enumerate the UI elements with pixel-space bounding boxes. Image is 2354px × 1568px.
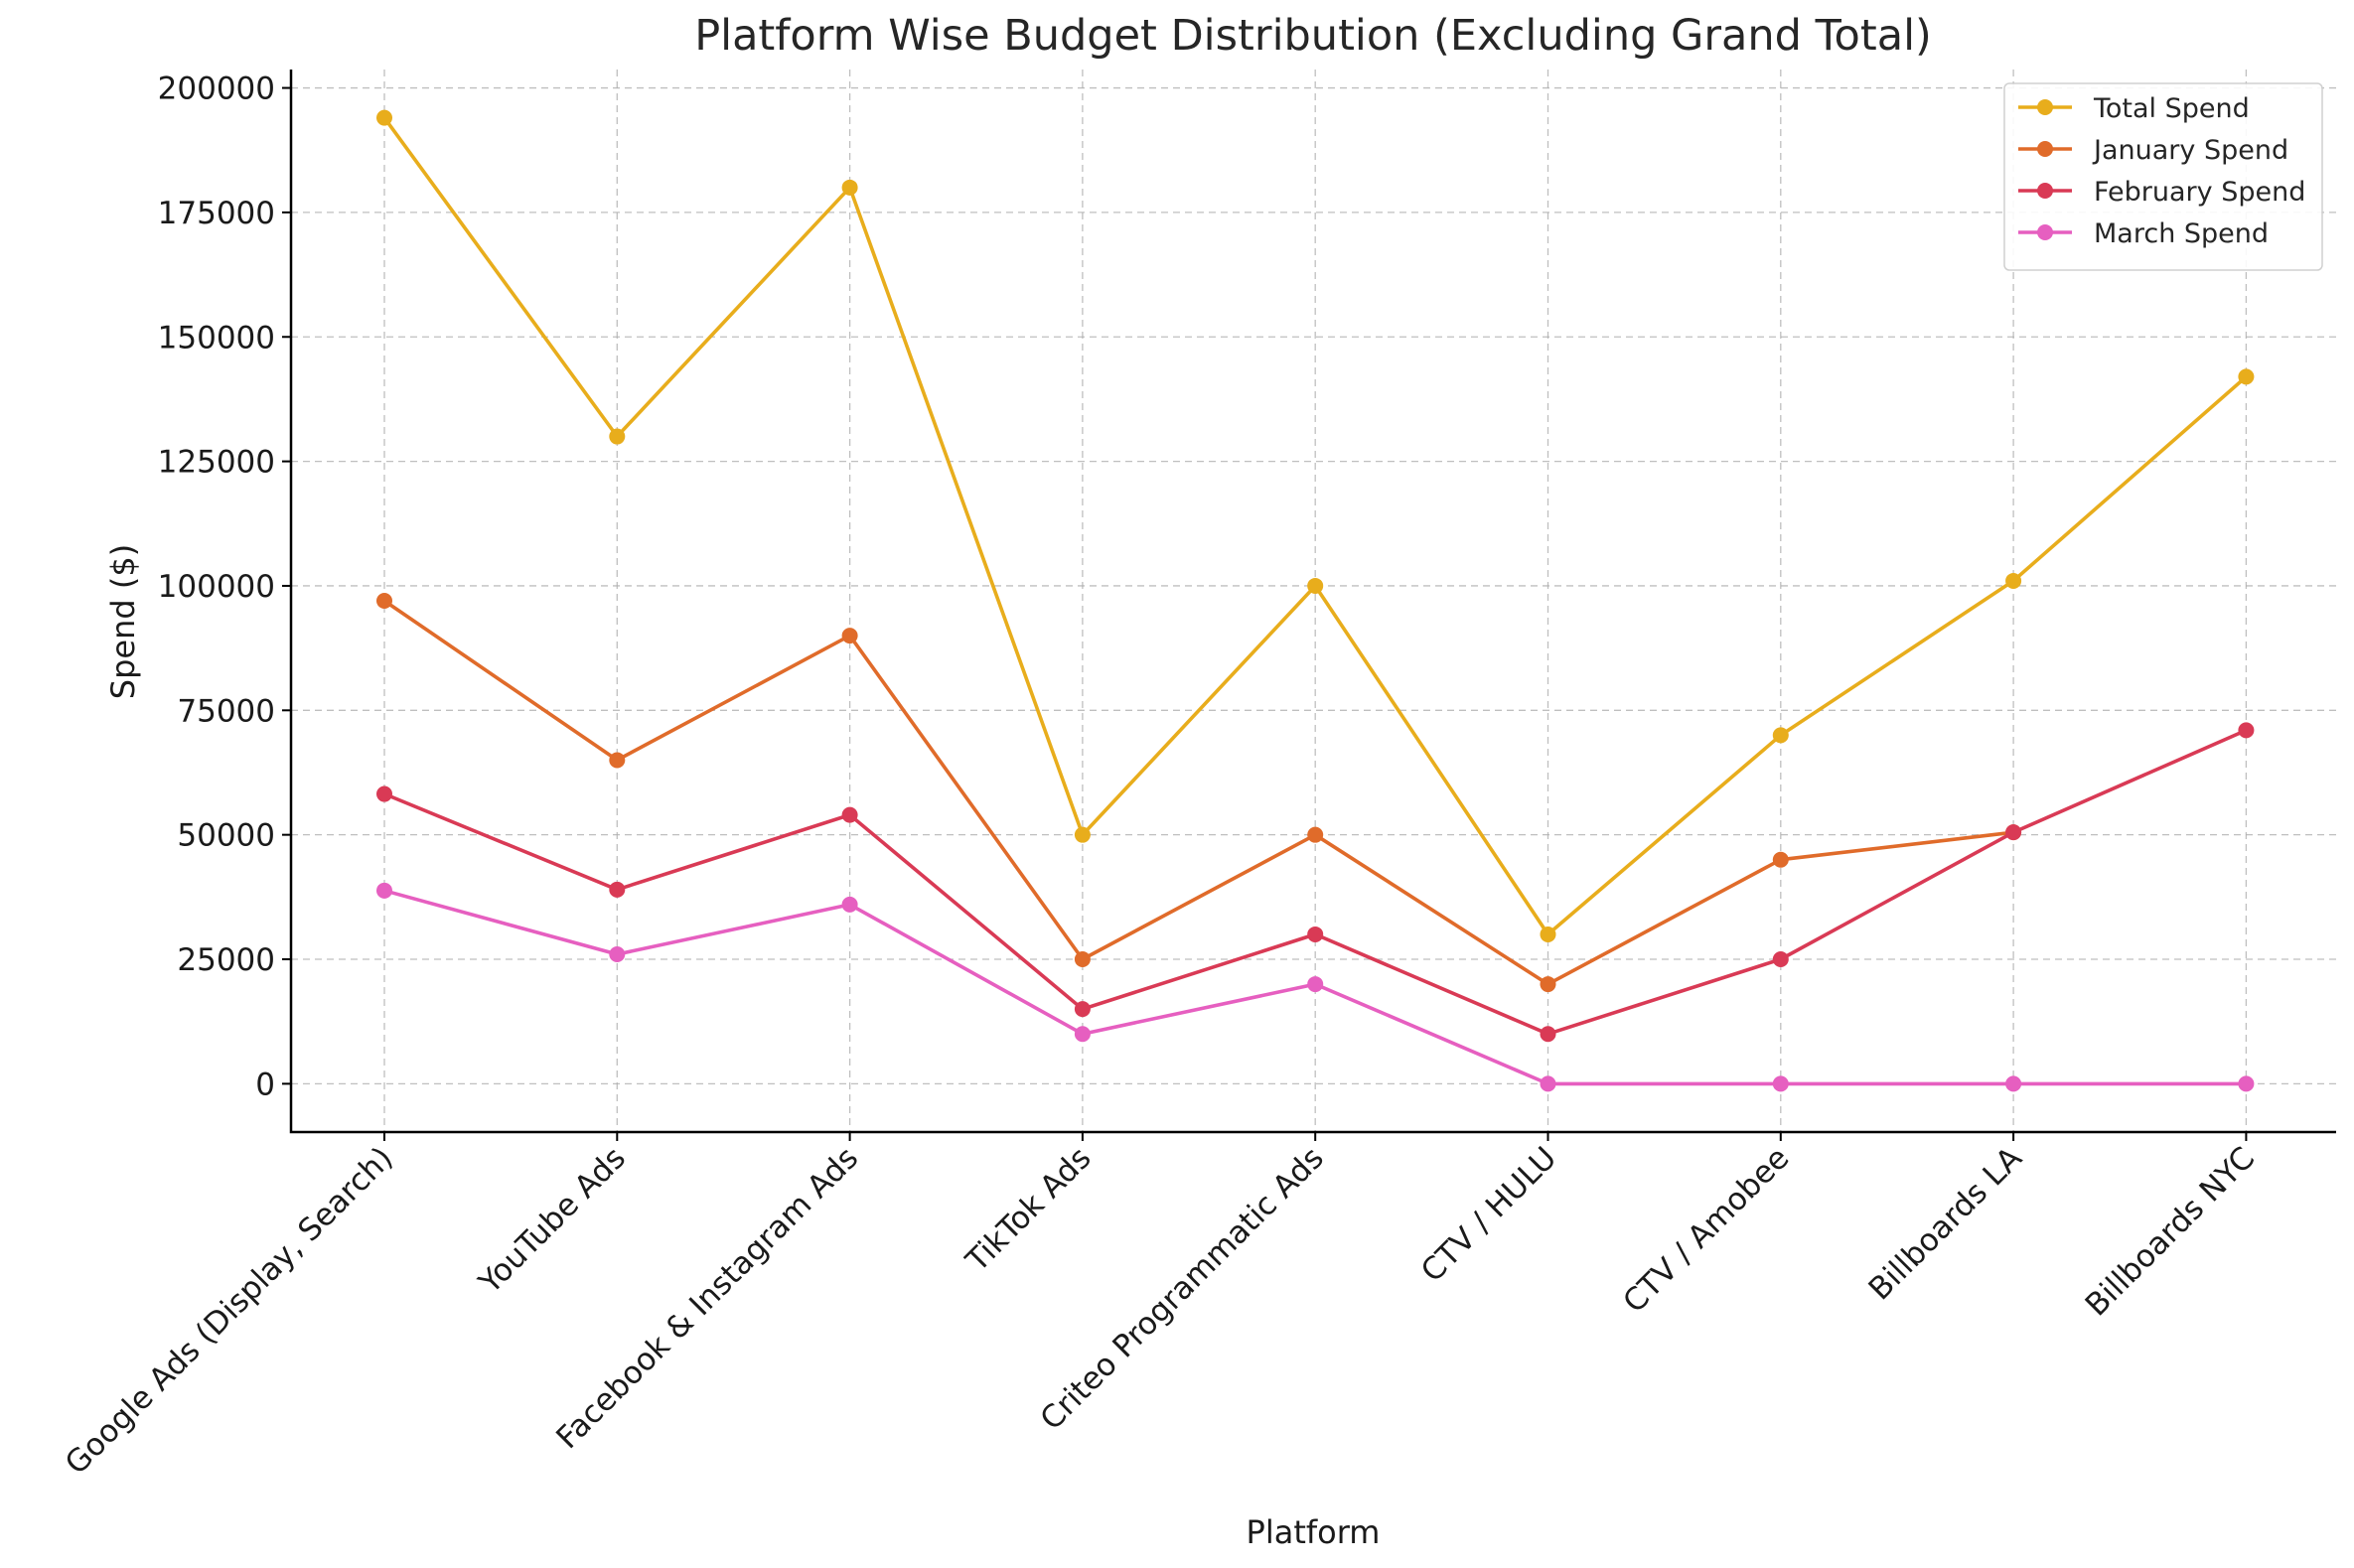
legend-frame <box>2003 82 2323 271</box>
legend-entry: February Spend <box>2094 177 2305 208</box>
data-point <box>1074 1001 1091 1018</box>
data-point <box>1540 1075 1556 1092</box>
y-tick-label: 100000 <box>158 569 275 605</box>
series <box>376 593 2022 993</box>
data-point <box>841 806 858 823</box>
data-point <box>376 593 392 609</box>
series <box>376 722 2255 1043</box>
data-point <box>2005 1075 2022 1092</box>
data-point <box>2238 368 2255 385</box>
series-group <box>376 109 2255 1092</box>
data-point <box>376 785 392 802</box>
data-point <box>609 945 626 962</box>
data-point <box>1074 1026 1091 1043</box>
y-tick-label: 200000 <box>158 71 275 107</box>
data-point <box>841 896 858 913</box>
legend-entry: Total Spend <box>2093 93 2250 124</box>
data-point <box>1772 951 1789 968</box>
series <box>376 109 2255 942</box>
data-point <box>1772 851 1789 868</box>
data-point <box>1074 826 1091 843</box>
series-line <box>382 599 2014 986</box>
legend-entry: January Spend <box>2092 135 2288 166</box>
x-tick-label: Google Ads (Display, Search) <box>59 1140 400 1482</box>
y-axis-label: Spend ($) <box>104 544 142 699</box>
y-tick-label: 50000 <box>177 818 275 854</box>
chart-title: Platform Wise Budget Distribution (Exclu… <box>694 11 1932 61</box>
y-tick-label: 75000 <box>177 693 275 729</box>
data-point <box>2238 1075 2255 1092</box>
y-tick-label: 25000 <box>177 942 275 978</box>
data-point <box>1772 1075 1789 1092</box>
data-point <box>2238 722 2255 739</box>
y-tick-label: 125000 <box>158 445 275 481</box>
data-point <box>1307 577 1324 594</box>
data-point <box>1307 976 1324 993</box>
x-tick-label: TikTok Ads <box>958 1140 1098 1279</box>
data-point <box>841 628 858 644</box>
data-point <box>1074 951 1091 968</box>
data-point <box>1307 926 1324 942</box>
legend-swatch-marker <box>2037 141 2053 157</box>
axes: 0 25000 50000 75000 100000 125000 150000 175000… <box>59 70 2336 1482</box>
data-point <box>609 428 626 445</box>
legend-entry: March Spend <box>2094 218 2269 249</box>
data-point <box>1307 826 1324 843</box>
data-point <box>2005 572 2022 589</box>
legend-swatch-marker <box>2037 183 2053 199</box>
x-tick-label: YouTube Ads <box>472 1140 633 1301</box>
axis-spines <box>289 70 2336 1134</box>
data-point <box>609 881 626 898</box>
x-axis-label: Platform <box>1247 1513 1381 1551</box>
legend-swatch-marker <box>2037 224 2053 240</box>
x-tick-label: CTV / HULU <box>1414 1140 1563 1289</box>
x-tick-label: Billboards NYC <box>2079 1140 2262 1323</box>
data-point <box>1540 1026 1556 1043</box>
data-point <box>376 109 392 126</box>
data-point <box>609 752 626 769</box>
legend: Total Spend January Spend February Spend Ma… <box>2003 82 2323 271</box>
x-tick-label: Billboards LA <box>1862 1140 2029 1307</box>
data-point <box>376 882 392 899</box>
data-point <box>1772 727 1789 744</box>
y-tick-label: 0 <box>255 1067 275 1102</box>
data-point <box>1540 976 1556 993</box>
y-tick-label: 150000 <box>158 320 275 356</box>
y-tick-label: 175000 <box>158 196 275 231</box>
legend-swatch-marker <box>2037 99 2053 115</box>
data-point <box>2005 824 2022 841</box>
data-point <box>841 179 858 196</box>
x-tick-label: CTV / Amobee <box>1616 1140 1796 1320</box>
data-point <box>1540 926 1556 942</box>
series <box>376 882 2255 1092</box>
